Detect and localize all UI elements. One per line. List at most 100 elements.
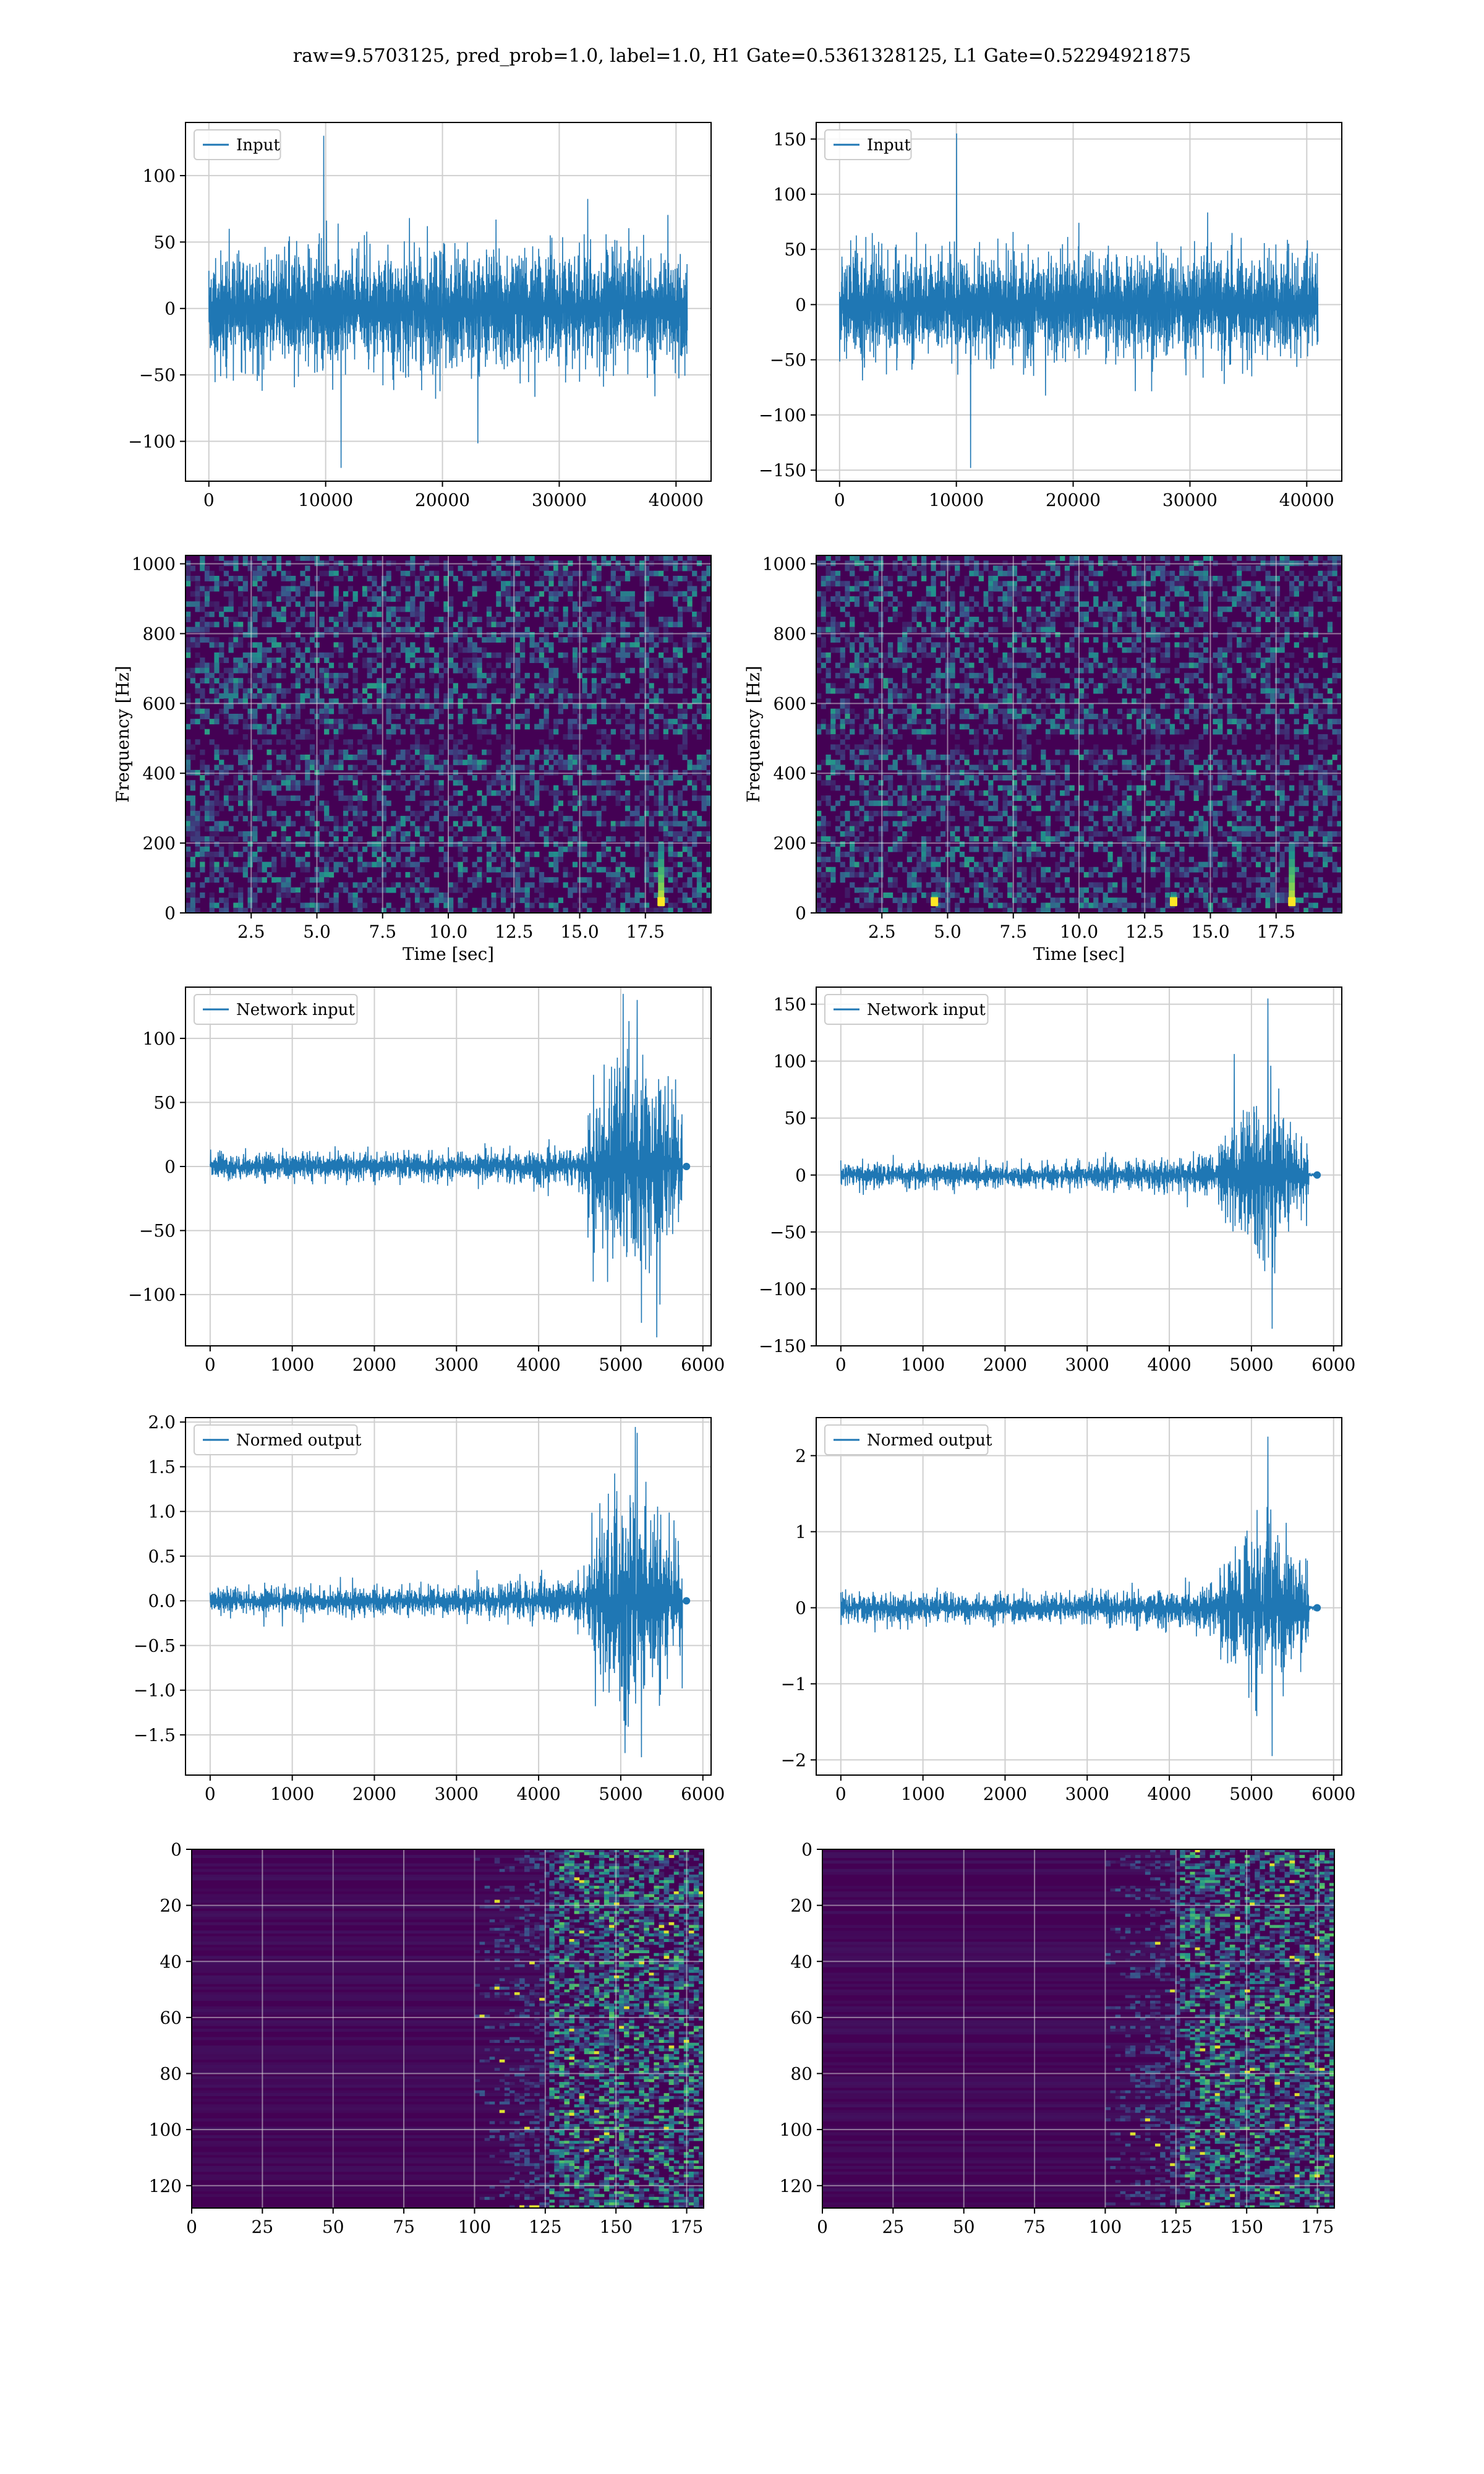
spec_h1-cell	[195, 586, 200, 592]
spec_h1-cell	[687, 897, 693, 904]
spec_l1-cell	[1079, 657, 1085, 663]
spec_h1-cell	[233, 698, 239, 704]
spec_l1-cell	[1232, 586, 1237, 592]
spec_l1-cell	[940, 581, 946, 587]
spec_h1-cell	[195, 688, 200, 694]
spec_h1-cell	[544, 576, 549, 581]
spec_l1-cell	[1232, 601, 1237, 607]
spec_h1-cell	[257, 785, 263, 791]
spec_h1-cell	[448, 698, 454, 704]
spec_h1-cell	[649, 785, 654, 791]
spec_h1-cell	[400, 683, 406, 689]
spec_l1-cell	[978, 570, 984, 576]
spec_h1-cell	[424, 821, 430, 827]
spec_h1-cell	[386, 826, 391, 832]
spec_h1-cell	[281, 882, 286, 888]
spec_l1-cell	[1141, 606, 1146, 612]
spec_h1-cell	[223, 877, 229, 883]
spec_l1-cell	[1069, 647, 1075, 653]
spec_h1-cell	[601, 729, 607, 735]
spec_l1-cell	[1270, 555, 1276, 561]
spec_h1-cell	[400, 678, 406, 684]
spec_l1-cell	[997, 657, 1003, 663]
spec_h1-cell	[186, 570, 191, 576]
spec_l1-cell	[1012, 672, 1018, 678]
spec_h1-cell	[252, 871, 258, 878]
spec_h1-cell	[529, 698, 535, 704]
spec_h1-cell	[601, 907, 607, 914]
spec_h1-cell	[328, 760, 335, 766]
spec_h1-cell	[596, 642, 602, 648]
spec_h1-cell	[644, 662, 650, 669]
spec_l1-cell	[1064, 622, 1070, 628]
spec_h1-cell	[381, 887, 387, 893]
spec_l1-cell	[1102, 627, 1108, 633]
spec_l1-cell	[1284, 637, 1290, 643]
spec_h1-cell	[563, 760, 568, 766]
spec_h1-cell	[673, 810, 678, 816]
spec_l1-cell	[1265, 581, 1271, 587]
spec_h1-cell	[524, 555, 530, 561]
spec_h1-cell	[414, 877, 420, 883]
spec_h1-cell	[223, 724, 229, 730]
spec_l1-cell	[1165, 642, 1171, 648]
spec_h1-cell	[677, 662, 683, 669]
spec_h1-cell	[228, 688, 234, 694]
spec_h1-cell	[443, 576, 449, 581]
spec_h1-cell	[372, 576, 377, 581]
spec_l1-cell	[1232, 652, 1237, 658]
spec_h1-cell	[687, 836, 693, 842]
spec_h1-cell	[209, 683, 215, 689]
spec_h1-cell	[591, 565, 597, 571]
spec_h1-cell	[276, 800, 282, 807]
spec_h1-cell	[372, 667, 377, 674]
spec_h1-cell	[572, 755, 578, 760]
spec_l1-cell	[869, 647, 874, 653]
spec_h1-cell	[367, 841, 372, 847]
spec_h1-cell	[601, 703, 607, 709]
spec_l1-cell	[1002, 570, 1008, 576]
spec_h1-cell	[601, 851, 607, 857]
spec_h1-cell	[682, 831, 688, 837]
spec_h1-cell	[204, 851, 210, 857]
spec_h1-cell	[491, 631, 497, 638]
spec_h1-cell	[568, 871, 573, 878]
spec_l1-cell	[1160, 657, 1166, 663]
spec_l1-cell	[854, 662, 860, 669]
spec_h1-cell	[663, 867, 668, 873]
spec_h1-cell	[214, 652, 220, 658]
spec_h1-cell	[223, 821, 229, 827]
spec_l1-cell	[969, 596, 974, 602]
spec_h1-cell	[582, 862, 587, 868]
spec_h1-cell	[357, 897, 363, 904]
spec_h1-cell	[663, 871, 668, 878]
spec_h1-cell	[223, 708, 229, 714]
spec_h1-cell	[410, 790, 416, 796]
spec_h1-cell	[319, 805, 325, 811]
spec_h1-cell	[362, 627, 368, 633]
spec_h1-cell	[673, 647, 678, 653]
spec_h1-cell	[601, 790, 607, 796]
spec_h1-cell	[238, 714, 244, 719]
spec_l1-cell	[1222, 672, 1228, 678]
spec_h1-cell	[396, 871, 401, 878]
spec_h1-cell	[247, 790, 253, 796]
spec_l1-cell	[816, 647, 822, 653]
spec_h1-cell	[510, 887, 516, 893]
spec_l1-cell	[1036, 576, 1041, 581]
spec_h1-cell	[534, 570, 540, 576]
spec_l1-cell	[1246, 652, 1252, 658]
spec_h1-cell	[659, 795, 664, 801]
spec_l1-cell	[1217, 617, 1223, 622]
spec_h1-cell	[644, 631, 650, 638]
spec_h1-cell	[606, 688, 612, 694]
spec_h1-cell	[706, 821, 712, 827]
spec_h1-cell	[553, 785, 559, 791]
spec_h1-cell	[348, 897, 353, 904]
spec_l1-cell	[1265, 596, 1271, 602]
spec_h1-cell	[568, 581, 573, 587]
spec_h1-hotspot-0	[658, 858, 665, 867]
spec_h1-cell	[572, 785, 578, 791]
spec_h1-cell	[410, 611, 416, 617]
spec_h1-cell	[419, 744, 425, 750]
